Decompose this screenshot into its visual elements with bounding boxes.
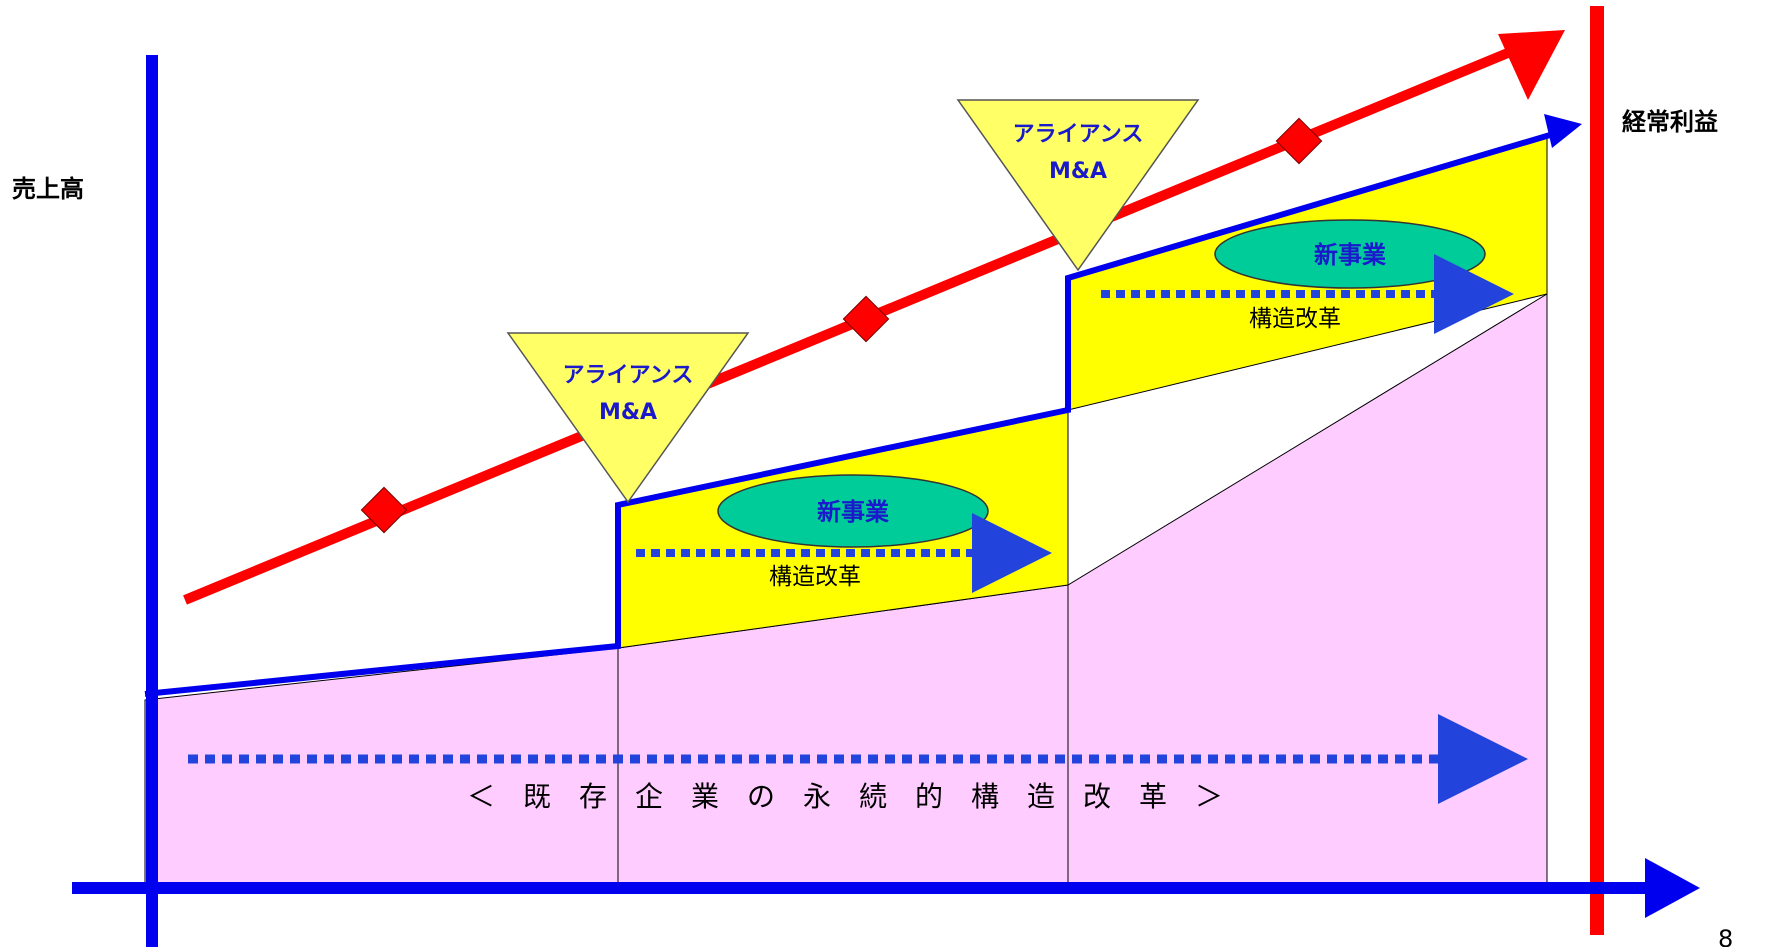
- new-business-ellipse-1: [717, 474, 989, 548]
- existing-reform-caption: ＜ 既 存 企 業 の 永 続 的 構 造 改 革 ＞: [467, 780, 1223, 813]
- structural-reform-label-1: 構造改革: [769, 564, 861, 590]
- diamond-marker-3: [1275, 117, 1323, 165]
- alliance-triangle-2: [956, 99, 1200, 272]
- diamond-marker-1: [360, 486, 408, 534]
- alliance-triangle-1: [506, 332, 750, 504]
- triangle-1-line1: アライアンス: [563, 363, 694, 388]
- new-business-label-1: 新事業: [817, 498, 889, 526]
- profit-line-arrowhead: [1498, 30, 1565, 100]
- triangle-2-line2: M&A: [1049, 159, 1107, 184]
- structural-reform-label-2: 構造改革: [1249, 306, 1341, 332]
- diamond-marker-2: [842, 295, 890, 343]
- triangle-2-line1: アライアンス: [1013, 122, 1144, 147]
- right-axis-label: 経常利益: [1622, 108, 1718, 136]
- sales-line-arrowhead: [1544, 114, 1582, 148]
- bottom-axis-arrowhead: [1645, 858, 1700, 918]
- sales-line: [144, 132, 1551, 697]
- left-axis-label: 売上高: [12, 175, 84, 203]
- page-number: 8: [1718, 925, 1733, 947]
- new-business-label-2: 新事業: [1314, 241, 1386, 269]
- triangle-1-line2: M&A: [599, 400, 657, 425]
